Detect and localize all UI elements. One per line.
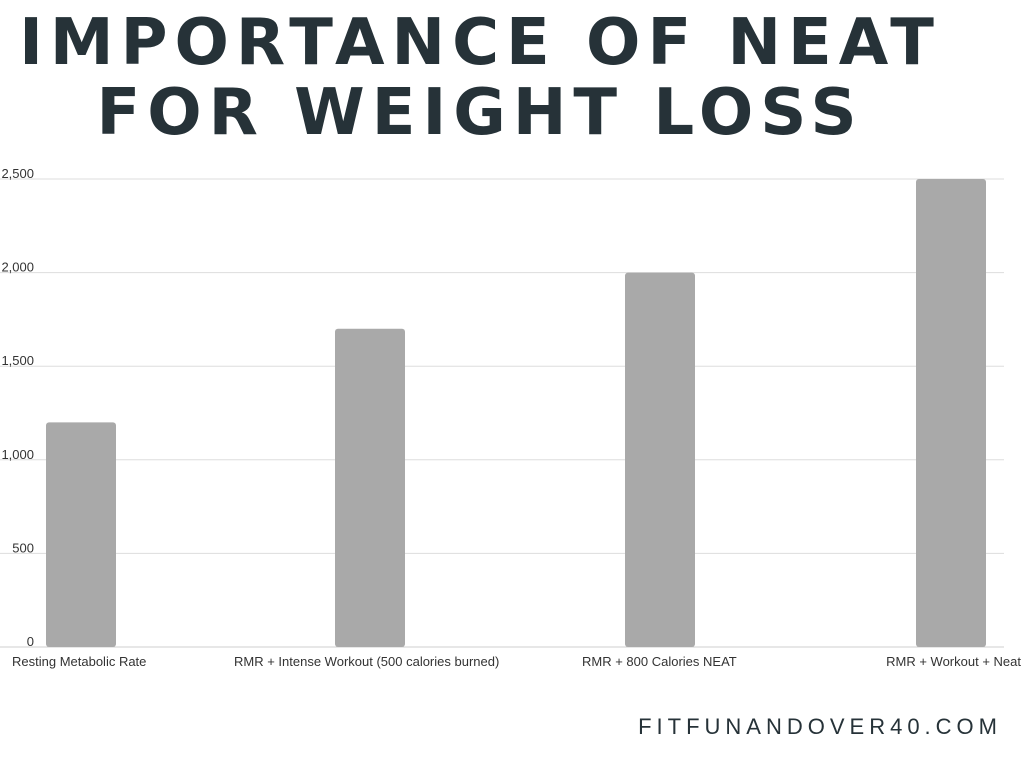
chart-title-line-2: FOR WEIGHT LOSS (96, 76, 864, 150)
x-category-label: RMR + Workout + Neat (886, 654, 1021, 669)
site-url: FITFUNANDOVER40.COM (638, 714, 1002, 739)
bar-3 (625, 272, 695, 647)
x-category-label: Resting Metabolic Rate (12, 654, 146, 669)
y-tick-label: 500 (12, 540, 34, 555)
y-tick-label: 2,000 (1, 260, 34, 275)
bar-1 (46, 422, 116, 647)
bar-2 (335, 328, 405, 647)
bar-4 (916, 179, 986, 647)
bars (46, 179, 986, 647)
chart-title: IMPORTANCE OF NEAT FOR WEIGHT LOSS (0, 8, 960, 148)
gridlines (0, 178, 1004, 648)
x-category-label: RMR + 800 Calories NEAT (582, 654, 737, 669)
y-tick-label: 2,500 (1, 166, 34, 181)
y-tick-label: 0 (27, 634, 34, 649)
bar-chart: 0 500 1,000 1,500 2,000 2,500 Resting Metabol… (0, 166, 1021, 669)
y-axis-tick-labels: 0 500 1,000 1,500 2,000 2,500 (1, 166, 34, 649)
chart-title-line-1: IMPORTANCE OF NEAT (19, 6, 941, 80)
y-tick-label: 1,500 (1, 353, 34, 368)
x-category-label: RMR + Intense Workout (500 calories burn… (234, 654, 499, 669)
y-tick-label: 1,000 (1, 447, 34, 462)
x-axis-category-labels: Resting Metabolic Rate RMR + Intense Work… (12, 654, 1021, 669)
